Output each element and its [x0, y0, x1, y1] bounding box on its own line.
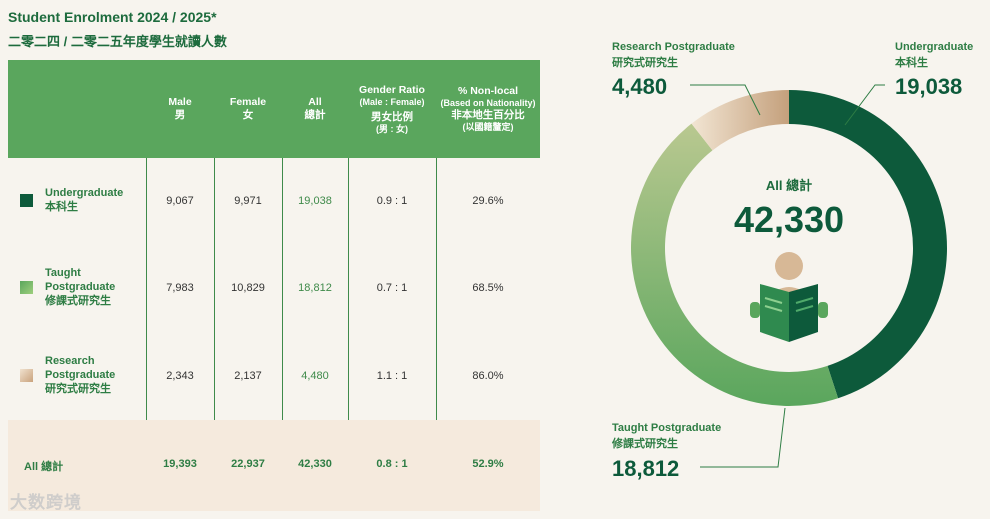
legend-swatch	[20, 368, 33, 382]
callout-taught-zh: 修課式研究生	[611, 436, 678, 450]
student-reading-icon	[750, 252, 828, 342]
table-row: Taught Postgraduate 修課式研究生 7,983 10,829 18…	[8, 246, 540, 334]
header-gender-ratio: Gender Ratio (Male : Female) 男女比例 (男 : 女)	[359, 83, 425, 134]
total-row: All 總計 19,393 22,937 42,330 0.8 : 1 52.9…	[8, 420, 540, 511]
cell-female: 10,829	[231, 282, 265, 294]
leader-line-research	[690, 84, 761, 116]
cell-ratio: 0.9 : 1	[376, 195, 408, 207]
callout-undergraduate-en: Undergraduate	[895, 41, 973, 53]
cell-ratio: 1.1 : 1	[376, 370, 408, 382]
leader-line-undergraduate	[844, 84, 885, 126]
table-row: Undergraduate 本科生 9,067 9,971 19,038 0.9 …	[8, 158, 540, 246]
callout-taught-en: Taught Postgraduate	[612, 422, 721, 434]
donut-slice-undergraduate	[789, 90, 947, 399]
donut-slice-research-postgraduate	[691, 90, 789, 151]
row-label: Research Postgraduate 研究式研究生	[20, 354, 115, 396]
chart-title-zh: 二零二四 / 二零二五年度學生就讀人數	[8, 34, 227, 49]
cell-nonlocal: 29.6%	[472, 195, 504, 207]
legend-swatch	[20, 280, 33, 294]
header-male: Male 男	[168, 96, 192, 121]
divider	[214, 158, 215, 510]
center-label: All 總計	[766, 178, 812, 193]
row-label: Undergraduate 本科生	[20, 186, 123, 214]
divider	[348, 158, 349, 510]
table-row: Research Postgraduate 研究式研究生 2,343 2,137 4…	[8, 334, 540, 420]
enrolment-table: Male 男 Female 女 All 總計 Gender Ratio (Male : …	[8, 60, 540, 511]
total-label: All 總計	[24, 461, 64, 473]
table-header: Male 男 Female 女 All 總計 Gender Ratio (Male : …	[8, 60, 540, 158]
cell-female: 2,137	[234, 370, 262, 382]
header-female: Female 女	[229, 96, 267, 121]
divider	[436, 158, 437, 510]
callout-undergraduate-value: 19,038	[895, 74, 962, 99]
callout-research-en: Research Postgraduate	[612, 41, 735, 53]
cell-male: 2,343	[166, 370, 194, 382]
leader-line-taught	[700, 407, 786, 468]
row-label: Taught Postgraduate 修課式研究生	[20, 266, 115, 308]
legend-swatch	[20, 193, 33, 207]
cell-male: 9,067	[166, 195, 194, 207]
cell-female: 9,971	[234, 195, 262, 207]
chart-title: Student Enrolment 2024 / 2025*	[8, 9, 217, 25]
callout-undergraduate-zh: 本科生	[895, 55, 928, 69]
callout-taught-value: 18,812	[612, 456, 679, 481]
header-non-local: % Non-local (Based on Nationality) 非本地生百分…	[440, 85, 536, 132]
donut-chart: All 總計 42,330 Undergraduate 本科生 19,038 R…	[611, 41, 973, 481]
divider	[146, 158, 147, 510]
total-female: 22,937	[231, 458, 265, 470]
cell-all: 4,480	[301, 370, 329, 382]
cell-nonlocal: 68.5%	[472, 282, 504, 294]
cell-nonlocal: 86.0%	[472, 370, 504, 382]
cell-all: 19,038	[298, 195, 332, 207]
divider	[282, 158, 283, 510]
header-all: All 總計	[304, 96, 326, 121]
cell-all: 18,812	[298, 282, 332, 294]
total-ratio: 0.8 : 1	[376, 458, 408, 470]
center-value: 42,330	[734, 199, 844, 240]
donut-slice-taught-postgraduate	[631, 123, 839, 407]
cell-male: 7,983	[166, 282, 194, 294]
callout-research-zh: 研究式研究生	[612, 55, 678, 69]
cell-ratio: 0.7 : 1	[376, 282, 408, 294]
total-nonlocal: 52.9%	[472, 458, 504, 470]
callout-research-value: 4,480	[612, 74, 667, 99]
total-male: 19,393	[163, 458, 197, 470]
watermark: 大数跨境	[10, 493, 82, 512]
total-all: 42,330	[298, 458, 332, 470]
